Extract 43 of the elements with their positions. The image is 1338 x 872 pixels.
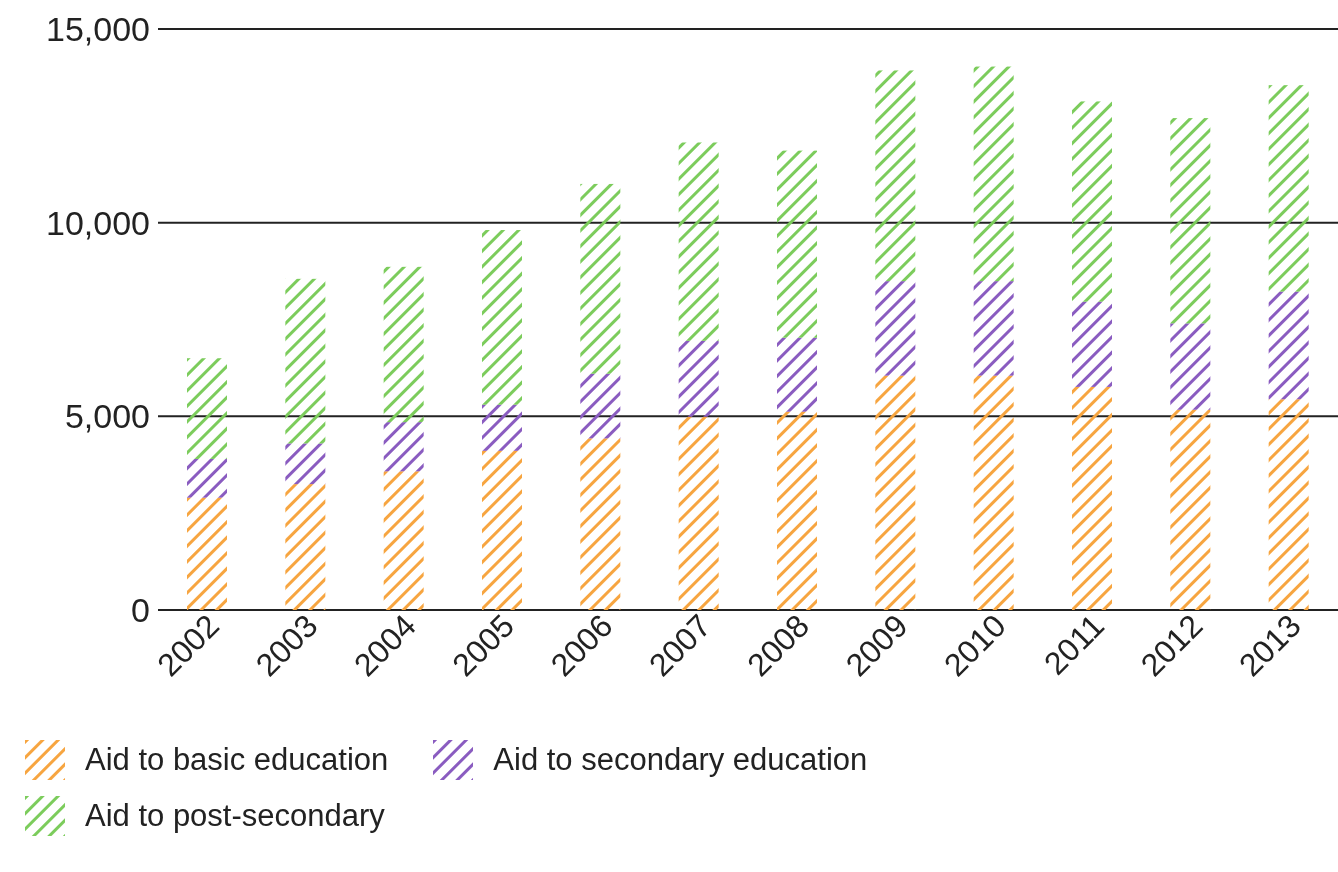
bar: [875, 375, 916, 610]
bar: [1268, 291, 1309, 400]
bar: [383, 471, 424, 610]
bar: [1072, 101, 1112, 302]
bar: [285, 278, 326, 444]
legend-label: Aid to secondary education: [493, 742, 868, 778]
bar: [875, 70, 916, 282]
bar: [482, 404, 522, 451]
bar: [973, 281, 1014, 376]
bar: [678, 340, 719, 417]
bar: [580, 373, 621, 439]
y-tick-label: 10,000: [46, 203, 150, 242]
legend-label: Aid to post-secondary: [85, 798, 385, 834]
legend-label: Aid to basic education: [85, 742, 389, 778]
bar: [383, 266, 424, 423]
bar: [482, 450, 522, 610]
bar: [1268, 85, 1309, 292]
bar: [1268, 399, 1309, 610]
bar: [187, 497, 227, 610]
bar: [1072, 386, 1112, 610]
bar: [1170, 409, 1211, 610]
bar: [777, 150, 817, 338]
bar: [285, 443, 326, 485]
bar: [285, 484, 326, 610]
bar: [383, 422, 424, 472]
bar: [187, 458, 227, 498]
bar: [973, 66, 1014, 282]
bar: [580, 438, 621, 610]
bar: [1170, 118, 1211, 324]
bar: [875, 281, 916, 376]
bar: [1072, 301, 1112, 387]
bar: [777, 411, 817, 610]
bar: [678, 416, 719, 610]
bar: [678, 142, 719, 341]
y-tick-label: 0: [131, 591, 150, 630]
bar: [187, 358, 227, 459]
y-tick-label: 15,000: [46, 10, 150, 49]
bar: [777, 337, 817, 412]
bar: [1170, 323, 1211, 410]
y-tick-label: 5,000: [64, 397, 150, 436]
bar: [973, 375, 1014, 610]
bar: [482, 230, 522, 405]
bar: [580, 183, 621, 374]
